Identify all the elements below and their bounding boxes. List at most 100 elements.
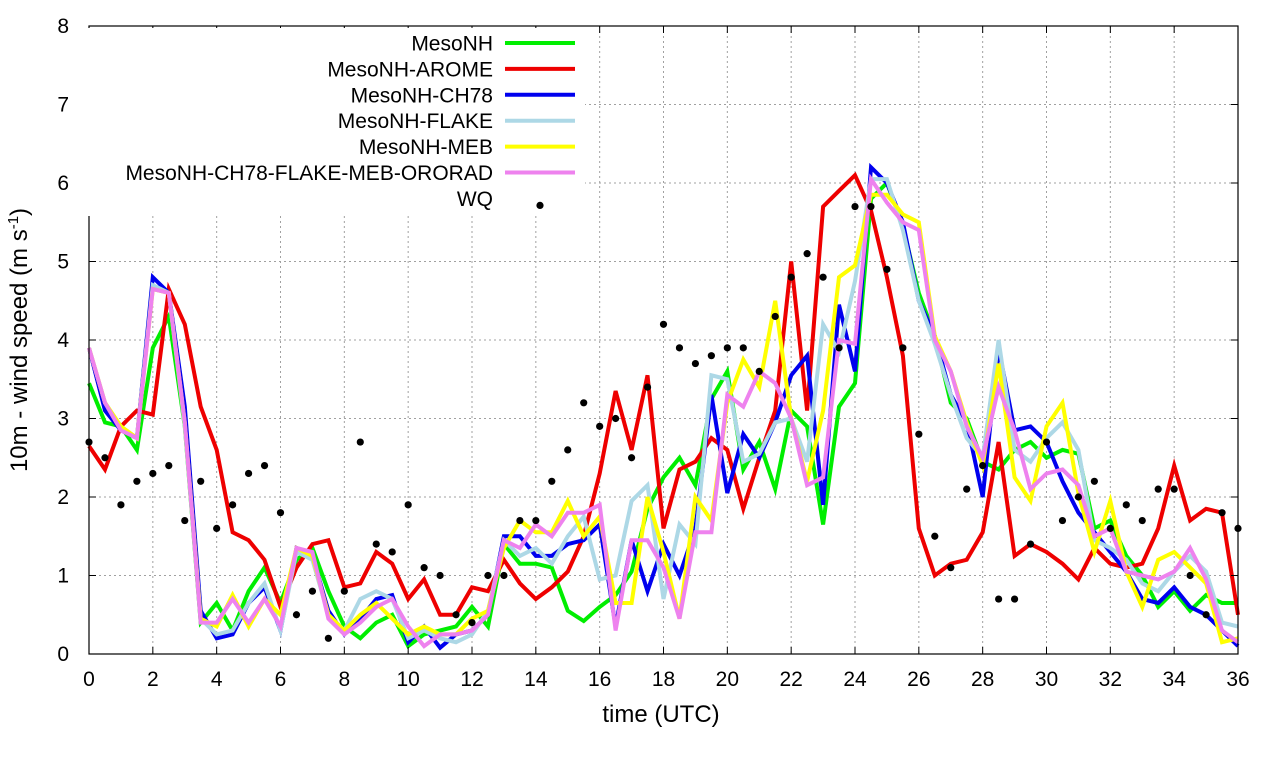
x-tick-label: 14 bbox=[524, 668, 548, 691]
x-tick-label: 12 bbox=[460, 668, 483, 691]
series-line-mesonh-ch78-flake-meb-ororad bbox=[87, 173, 1240, 649]
wq-point bbox=[468, 619, 476, 627]
x-tick-label: 2 bbox=[147, 668, 159, 691]
x-tick-label: 24 bbox=[843, 668, 867, 691]
wq-point bbox=[308, 587, 317, 595]
y-axis-label-exponent: -1 bbox=[5, 216, 22, 229]
wq-point bbox=[372, 540, 380, 548]
wq-point bbox=[292, 611, 301, 619]
wq-point bbox=[1122, 501, 1130, 509]
x-axis-label: time (UTC) bbox=[602, 701, 719, 728]
wq-point bbox=[899, 344, 907, 352]
wq-point bbox=[1154, 485, 1162, 493]
series-line-mesonh-meb bbox=[87, 192, 1239, 645]
wq-point bbox=[723, 344, 731, 352]
legend-swatch bbox=[536, 201, 544, 209]
wq-point bbox=[1010, 595, 1019, 603]
wq-point bbox=[404, 501, 412, 509]
wq-point bbox=[1074, 493, 1083, 501]
wq-point bbox=[516, 516, 524, 525]
y-tick-label: 2 bbox=[57, 486, 69, 509]
wq-point bbox=[963, 485, 971, 493]
wq-point bbox=[165, 462, 173, 470]
legend-label: MesoNH-MEB bbox=[359, 136, 493, 159]
legend-background bbox=[70, 28, 585, 216]
wq-point bbox=[276, 509, 285, 517]
x-tick-label: 20 bbox=[716, 668, 739, 691]
x-tick-label: 30 bbox=[1035, 668, 1058, 691]
wq-point bbox=[532, 516, 540, 525]
wq-point bbox=[1138, 516, 1146, 525]
wq-point bbox=[883, 265, 891, 273]
x-tick-label: 8 bbox=[338, 668, 350, 691]
legend-label: MesoNH-CH78 bbox=[351, 84, 493, 107]
y-axis-label: 10m - wind speed (m s-1) bbox=[5, 208, 33, 472]
wq-point bbox=[260, 462, 269, 470]
wq-point bbox=[149, 469, 157, 478]
x-tick-label: 36 bbox=[1226, 668, 1249, 691]
wq-point bbox=[915, 430, 923, 438]
legend-label: MesoNH-FLAKE bbox=[338, 110, 493, 133]
x-tick-label: 16 bbox=[588, 668, 611, 691]
wq-point bbox=[707, 352, 715, 360]
x-tick-label: 0 bbox=[83, 668, 95, 691]
wq-point bbox=[1042, 438, 1051, 446]
y-tick-label: 0 bbox=[57, 643, 69, 666]
wq-point bbox=[931, 532, 939, 540]
wq-point bbox=[117, 501, 125, 509]
x-tick-label: 4 bbox=[211, 668, 223, 691]
wq-point bbox=[947, 564, 955, 572]
x-tick-label: 10 bbox=[396, 668, 419, 691]
wq-point bbox=[500, 571, 508, 580]
wq-point bbox=[995, 595, 1003, 603]
wq-point bbox=[101, 454, 109, 462]
wq-point bbox=[420, 564, 428, 572]
series-line-mesonh-flake bbox=[87, 177, 1239, 645]
wq-point bbox=[596, 422, 604, 430]
wq-point bbox=[612, 414, 620, 423]
y-tick-label: 7 bbox=[57, 94, 69, 117]
y-tick-label: 3 bbox=[57, 408, 69, 431]
y-tick-label: 4 bbox=[57, 329, 69, 352]
wq-point bbox=[659, 320, 668, 328]
wq-point bbox=[771, 312, 779, 321]
wq-point bbox=[548, 477, 556, 485]
x-tick-label: 26 bbox=[907, 668, 930, 691]
wq-point bbox=[675, 344, 684, 352]
wq-point bbox=[484, 571, 492, 580]
wq-point bbox=[819, 273, 827, 281]
wq-point bbox=[133, 477, 141, 485]
wq-point bbox=[580, 399, 588, 407]
wq-point bbox=[755, 367, 763, 375]
wq-point bbox=[1058, 516, 1067, 525]
wq-point bbox=[356, 438, 364, 446]
wq-point bbox=[229, 501, 237, 509]
y-tick-label: 5 bbox=[57, 251, 69, 274]
wq-point bbox=[1218, 509, 1226, 517]
x-tick-label: 22 bbox=[779, 668, 802, 691]
wq-point bbox=[213, 524, 221, 533]
legend-label: MesoNH-AROME bbox=[327, 58, 493, 81]
x-tick-label: 18 bbox=[652, 668, 675, 691]
wq-point bbox=[643, 383, 652, 391]
legend-label: WQ bbox=[457, 188, 493, 211]
wq-point bbox=[691, 359, 700, 368]
wq-point bbox=[244, 469, 253, 478]
wq-point bbox=[452, 611, 460, 619]
observation-points bbox=[85, 202, 1242, 642]
x-tick-label: 6 bbox=[275, 668, 287, 691]
wq-point bbox=[851, 202, 859, 211]
wq-point bbox=[867, 202, 875, 211]
y-tick-label: 8 bbox=[57, 15, 69, 38]
legend-label: MesoNH-CH78-FLAKE-MEB-ORORAD bbox=[125, 162, 493, 185]
wq-point bbox=[1026, 540, 1035, 548]
wq-point bbox=[436, 571, 444, 580]
wq-point bbox=[787, 273, 795, 281]
wq-point bbox=[835, 344, 843, 352]
y-tick-label: 6 bbox=[57, 172, 69, 195]
y-tick-label: 1 bbox=[57, 565, 69, 588]
wq-point bbox=[1170, 485, 1178, 493]
wq-point bbox=[1186, 571, 1194, 580]
